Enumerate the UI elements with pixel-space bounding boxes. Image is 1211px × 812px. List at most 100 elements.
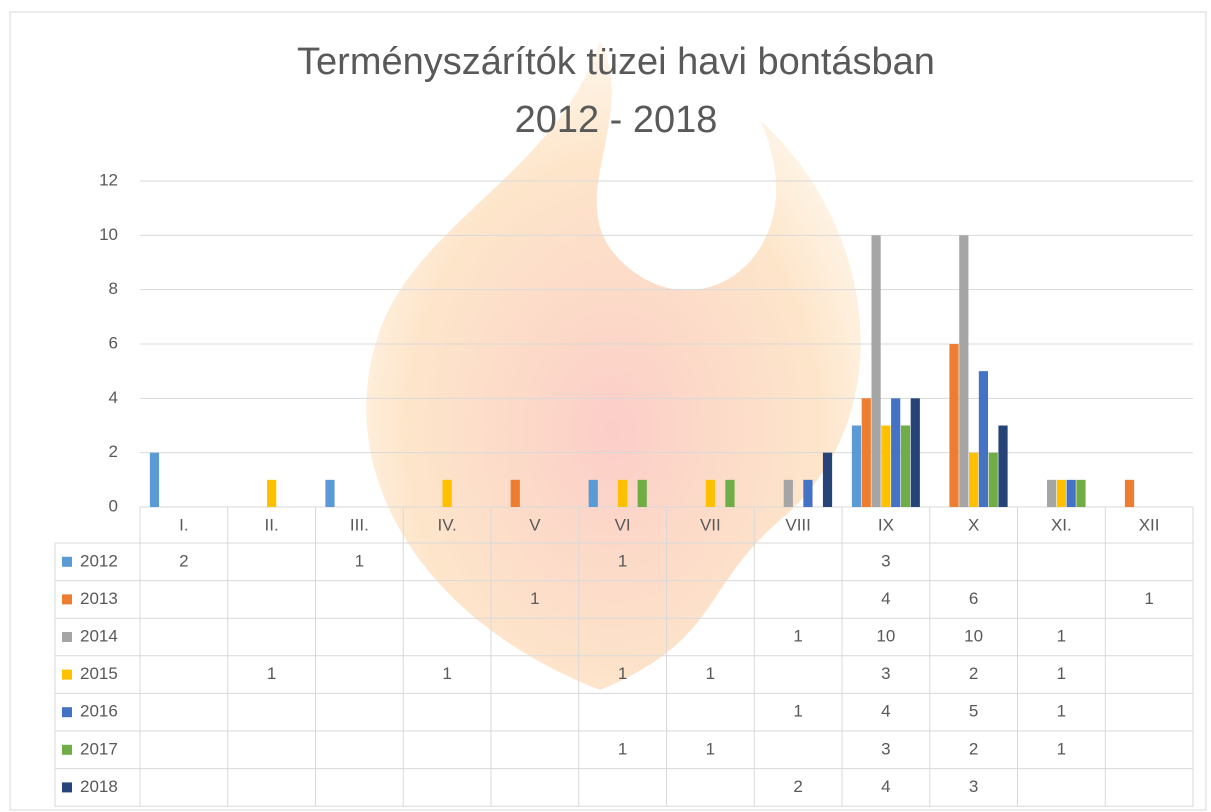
table-value: 1 <box>1144 589 1153 608</box>
table-value: 1 <box>1057 739 1066 758</box>
y-tick-label: 12 <box>99 170 118 189</box>
bar <box>267 479 277 507</box>
bar <box>910 398 920 507</box>
x-tick-label: IV. <box>438 515 457 534</box>
legend-label: 2014 <box>80 626 118 645</box>
bar <box>618 479 628 507</box>
watermark <box>366 40 861 690</box>
table-value: 2 <box>793 777 802 796</box>
chart-border <box>9 11 1207 811</box>
legend-swatch <box>62 669 72 680</box>
bar <box>637 479 647 507</box>
bar <box>959 235 969 508</box>
table-value: 3 <box>881 664 890 683</box>
bar <box>1056 479 1066 507</box>
bar <box>949 344 959 507</box>
bar <box>510 479 520 507</box>
legend-label: 2017 <box>80 739 118 758</box>
bar <box>1076 479 1086 507</box>
y-tick-label: 8 <box>109 279 118 298</box>
table-value: 1 <box>793 702 802 721</box>
legend-label: 2018 <box>80 777 118 796</box>
bar <box>978 371 989 507</box>
bar <box>1046 479 1057 507</box>
table-value: 3 <box>881 739 890 758</box>
legend-swatch <box>62 632 72 642</box>
bar <box>851 425 862 507</box>
table-value: 5 <box>969 702 978 721</box>
table-value: 1 <box>706 739 715 758</box>
table-value: 2 <box>969 664 978 683</box>
bar <box>803 479 813 507</box>
legend-swatch <box>62 707 72 718</box>
x-tick-label: I. <box>179 515 188 534</box>
table-value: 1 <box>1057 664 1066 683</box>
table-value: 1 <box>793 626 802 645</box>
table-value: 1 <box>442 664 451 683</box>
table-value: 1 <box>618 551 627 570</box>
table-value: 3 <box>969 777 978 796</box>
bar <box>891 398 901 507</box>
x-tick-label: V <box>529 515 541 534</box>
x-tick-label: IX <box>878 515 894 534</box>
x-tick-label: VI <box>615 515 631 534</box>
table-value: 4 <box>881 589 890 608</box>
legend-label: 2015 <box>80 664 118 683</box>
y-tick-label: 4 <box>109 388 118 407</box>
bar <box>969 452 979 507</box>
bar <box>783 479 793 507</box>
table-value: 1 <box>618 664 627 683</box>
bar <box>705 479 715 507</box>
chart-subtitle: 2012 - 2018 <box>515 99 718 141</box>
y-tick-label: 2 <box>109 442 118 461</box>
legend-swatch <box>62 744 72 755</box>
bar <box>442 479 452 507</box>
bar <box>881 425 891 507</box>
table-value: 1 <box>1057 702 1066 721</box>
x-tick-label: VII <box>700 515 721 534</box>
bar <box>988 452 998 507</box>
table-value: 1 <box>267 664 276 683</box>
table-value: 1 <box>1057 626 1066 645</box>
table-value: 4 <box>881 777 890 796</box>
x-tick-label: X <box>968 515 979 534</box>
x-tick-label: XII <box>1139 515 1160 534</box>
bar <box>588 479 598 507</box>
table-value: 2 <box>179 551 188 570</box>
bar <box>1066 479 1076 507</box>
bar <box>325 479 335 507</box>
bar <box>822 452 833 507</box>
chart-title: Terményszárítók tüzei havi bontásban <box>297 41 935 83</box>
x-tick-label: II. <box>265 515 279 534</box>
legend-swatch <box>62 782 72 793</box>
table-value: 1 <box>530 589 539 608</box>
bar <box>900 425 911 507</box>
x-tick-label: VIII <box>785 515 811 534</box>
legend-swatch <box>62 556 72 567</box>
table-value: 3 <box>881 551 890 570</box>
table-value: 1 <box>618 739 627 758</box>
legend-label: 2012 <box>80 551 118 570</box>
legend-label: 2013 <box>80 589 118 608</box>
table-value: 6 <box>969 589 978 608</box>
table-value: 2 <box>969 739 978 758</box>
y-tick-label: 6 <box>109 333 118 352</box>
y-tick-label: 10 <box>99 225 118 244</box>
bar <box>998 425 1008 507</box>
bar <box>725 479 735 507</box>
legend-swatch <box>62 594 72 605</box>
bar <box>861 398 871 507</box>
x-tick-label: XI. <box>1051 515 1072 534</box>
table-value: 1 <box>355 551 364 570</box>
table-value: 10 <box>876 626 895 645</box>
y-tick-label: 0 <box>109 496 118 515</box>
x-tick-label: III. <box>350 515 369 534</box>
table-value: 10 <box>964 626 983 645</box>
table-value: 1 <box>706 664 715 683</box>
bar <box>1124 479 1135 507</box>
bar <box>149 452 160 507</box>
legend-label: 2016 <box>80 702 118 721</box>
bar <box>871 235 881 508</box>
table-value: 4 <box>881 702 890 721</box>
